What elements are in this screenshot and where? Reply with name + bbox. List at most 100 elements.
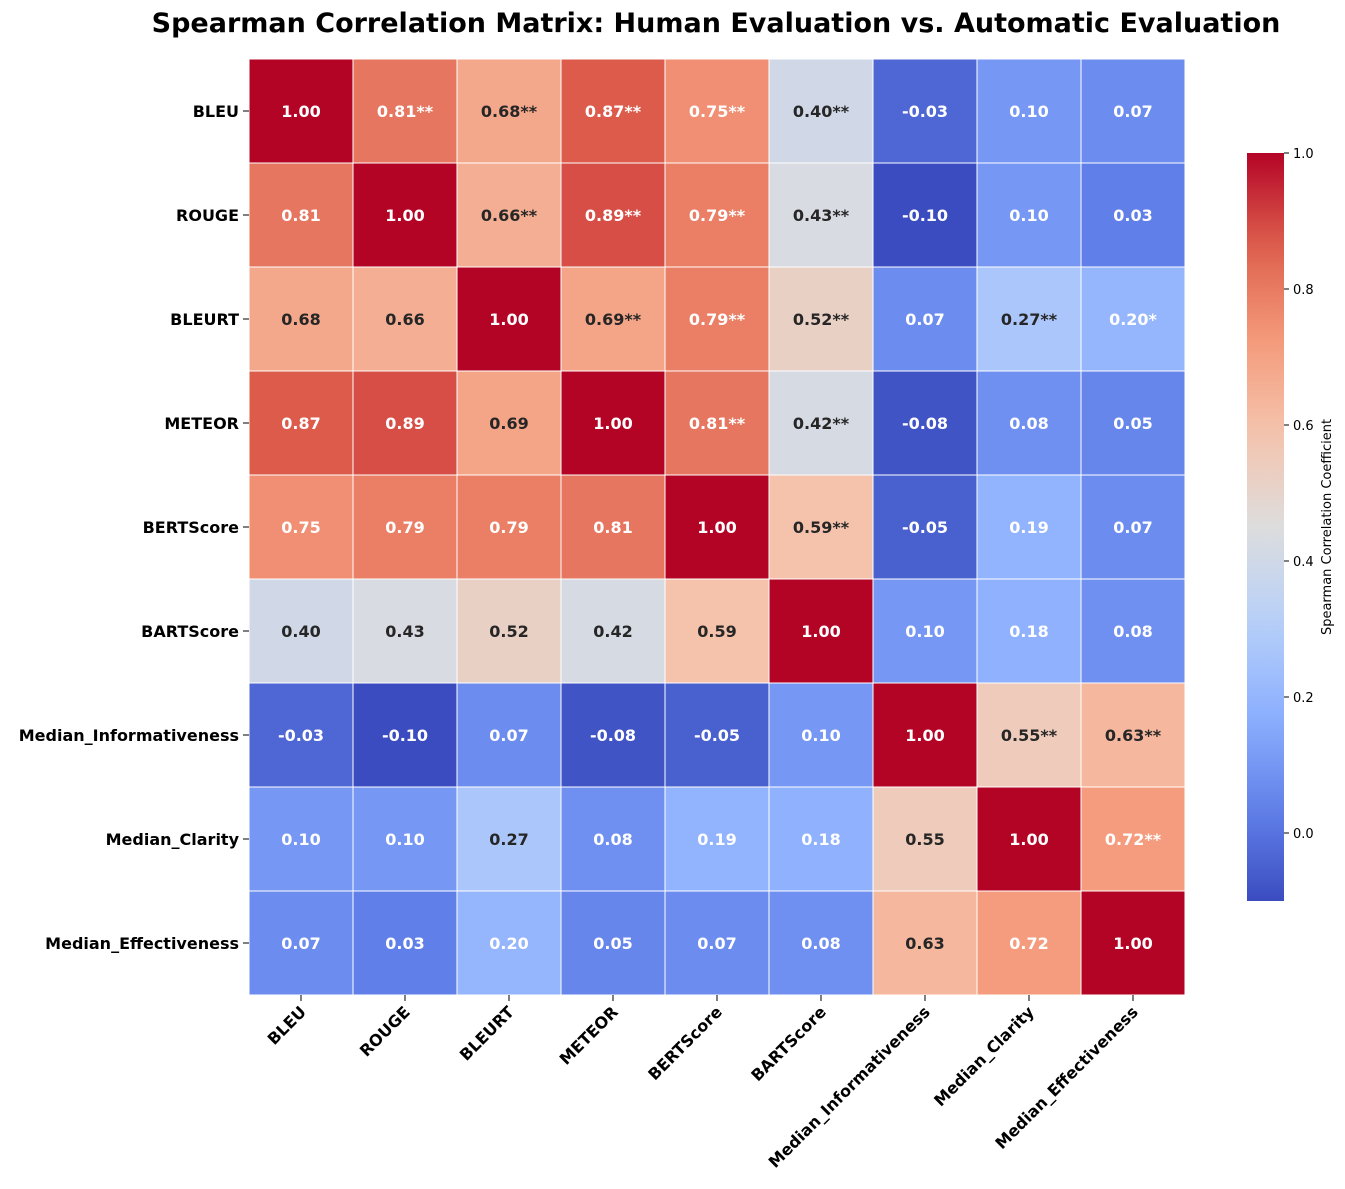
colorbar-tick-label: 0.8 [1293,283,1314,298]
cell-value-label: 0.79** [689,310,746,329]
cell-value-label: 0.79 [489,518,528,537]
heatmap-cell [456,786,562,892]
cell-value-label: 0.59 [697,622,736,641]
cell-value-label: 0.03 [385,934,424,953]
heatmap-cell [560,58,666,164]
cell-value-label: 1.00 [1113,934,1152,953]
heatmap-cell [768,162,874,268]
cell-value-label: 1.00 [1009,830,1048,849]
heatmap-cell [1080,578,1186,684]
row-label: ROUGE [176,206,239,225]
heatmap-cell [352,890,458,996]
heatmap-cell [976,578,1082,684]
cell-value-label: 0.07 [1113,518,1152,537]
cell-value-label: 0.10 [385,830,424,849]
heatmap-cell [248,58,354,164]
cell-value-label: -0.05 [694,726,740,745]
cell-value-label: 0.03 [1113,206,1152,225]
heatmap-cell [352,58,458,164]
heatmap-cell [1080,266,1186,372]
heatmap-cell [768,58,874,164]
heatmap-cell [352,266,458,372]
heatmap-cell [560,578,666,684]
heatmap-cell [560,890,666,996]
cell-value-label: -0.10 [382,726,428,745]
cell-value-label: 0.27 [489,830,528,849]
colorbar-tick-label: 1.0 [1293,147,1314,162]
heatmap-cell [248,266,354,372]
cell-value-label: 0.19 [1009,518,1048,537]
cell-value-label: 0.42** [793,414,850,433]
cell-value-label: 0.10 [281,830,320,849]
heatmap-cell [872,890,978,996]
chart-title: Spearman Correlation Matrix: Human Evalu… [152,8,1281,39]
cell-value-label: -0.10 [902,206,948,225]
colorbar-ticks: 0.0 0.2 0.4 0.6 0.8 1.0 [1284,147,1314,842]
heatmap-cell [872,162,978,268]
cell-value-label: -0.08 [902,414,948,433]
cell-value-label: 0.68** [481,102,538,121]
cell-value-label: 0.66 [385,310,424,329]
heatmap-cell [664,786,770,892]
heatmap-cell [872,266,978,372]
cell-value-label: -0.03 [278,726,324,745]
cell-value-label: 0.89 [385,414,424,433]
heatmap-cell [560,370,666,476]
heatmap-cell [248,370,354,476]
cell-value-label: 0.20 [489,934,528,953]
heatmap-cell [456,58,562,164]
cell-value-label: 0.87 [281,414,320,433]
heatmap-cell [768,578,874,684]
heatmap-cell [456,890,562,996]
row-label: BLEU [193,102,239,121]
cell-value-label: 0.05 [593,934,632,953]
heatmap-cell [248,682,354,788]
heatmap-cell [456,578,562,684]
heatmap-cell [1080,474,1186,580]
heatmap-cell [456,266,562,372]
cell-value-label: 0.55** [1001,726,1058,745]
cell-value-label: 0.75 [281,518,320,537]
cell-value-label: 0.66** [481,206,538,225]
cell-value-label: 0.07 [1113,102,1152,121]
heatmap-cell [456,162,562,268]
cell-value-label: 0.40 [281,622,320,641]
cell-value-label: 0.27** [1001,310,1058,329]
cell-value-label: 0.43** [793,206,850,225]
cell-value-label: 0.10 [1009,102,1048,121]
cell-value-label: 0.89** [585,206,642,225]
cell-value-label: 0.18 [801,830,840,849]
cell-value-label: 0.52** [793,310,850,329]
colorbar-tick-label: 0.4 [1293,555,1314,570]
cell-value-label: 0.52 [489,622,528,641]
heatmap-cell [976,58,1082,164]
cell-value-label: 1.00 [593,414,632,433]
cell-value-label: 0.05 [1113,414,1152,433]
colorbar-label: Spearman Correlation Coefficient [1320,419,1335,635]
cell-value-label: 0.08 [1113,622,1152,641]
heatmap-cell [664,890,770,996]
cell-value-label: 1.00 [489,310,528,329]
cell-value-label: 1.00 [801,622,840,641]
row-label: Median_Informativeness [19,726,239,745]
colorbar-tick-label: 0.0 [1293,827,1314,842]
column-labels: BLEU ROUGE BLEURT METEOR BERTScore BARTScore M… [264,995,1142,1172]
column-label: Median_Clarity [930,1002,1038,1110]
row-label: METEOR [164,414,239,433]
heatmap-cell [248,578,354,684]
row-label: Median_Effectiveness [45,934,239,953]
cell-value-label: 0.10 [1009,206,1048,225]
cell-value-label: 0.40** [793,102,850,121]
heatmap-cell [456,682,562,788]
heatmap-cell [664,578,770,684]
cell-value-label: -0.03 [902,102,948,121]
cell-value-label: 0.63 [905,934,944,953]
cell-value-label: 0.72 [1009,934,1048,953]
heatmap-cell [768,786,874,892]
heatmap-cell [248,474,354,580]
heatmap-cell [1080,162,1186,268]
cell-value-label: 0.08 [801,934,840,953]
cell-value-label: 1.00 [385,206,424,225]
cell-value-label: 1.00 [281,102,320,121]
column-label: BLEU [264,1002,310,1048]
